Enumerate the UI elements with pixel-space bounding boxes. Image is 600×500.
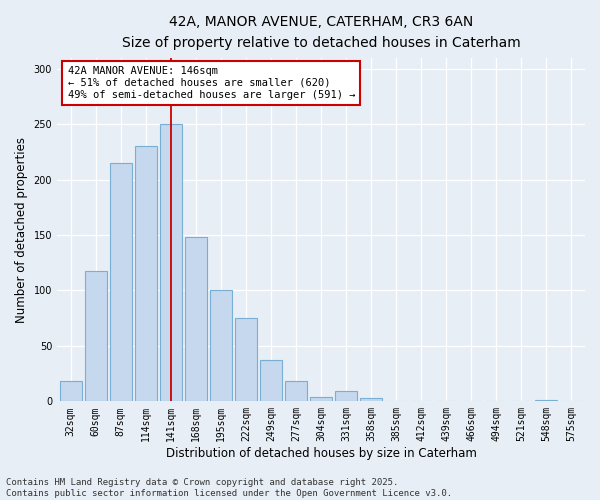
Bar <box>235 318 257 402</box>
Bar <box>335 392 358 402</box>
Bar <box>260 360 282 402</box>
Bar <box>310 397 332 402</box>
Bar <box>535 400 557 402</box>
Text: Contains HM Land Registry data © Crown copyright and database right 2025.
Contai: Contains HM Land Registry data © Crown c… <box>6 478 452 498</box>
Bar <box>160 124 182 402</box>
Title: 42A, MANOR AVENUE, CATERHAM, CR3 6AN
Size of property relative to detached house: 42A, MANOR AVENUE, CATERHAM, CR3 6AN Siz… <box>122 15 520 50</box>
Bar <box>134 146 157 402</box>
Bar <box>360 398 382 402</box>
Bar <box>285 382 307 402</box>
Bar <box>209 290 232 402</box>
Bar <box>185 238 207 402</box>
X-axis label: Distribution of detached houses by size in Caterham: Distribution of detached houses by size … <box>166 447 476 460</box>
Y-axis label: Number of detached properties: Number of detached properties <box>15 136 28 322</box>
Text: 42A MANOR AVENUE: 146sqm
← 51% of detached houses are smaller (620)
49% of semi-: 42A MANOR AVENUE: 146sqm ← 51% of detach… <box>68 66 355 100</box>
Bar <box>59 382 82 402</box>
Bar <box>110 163 132 402</box>
Bar <box>85 270 107 402</box>
